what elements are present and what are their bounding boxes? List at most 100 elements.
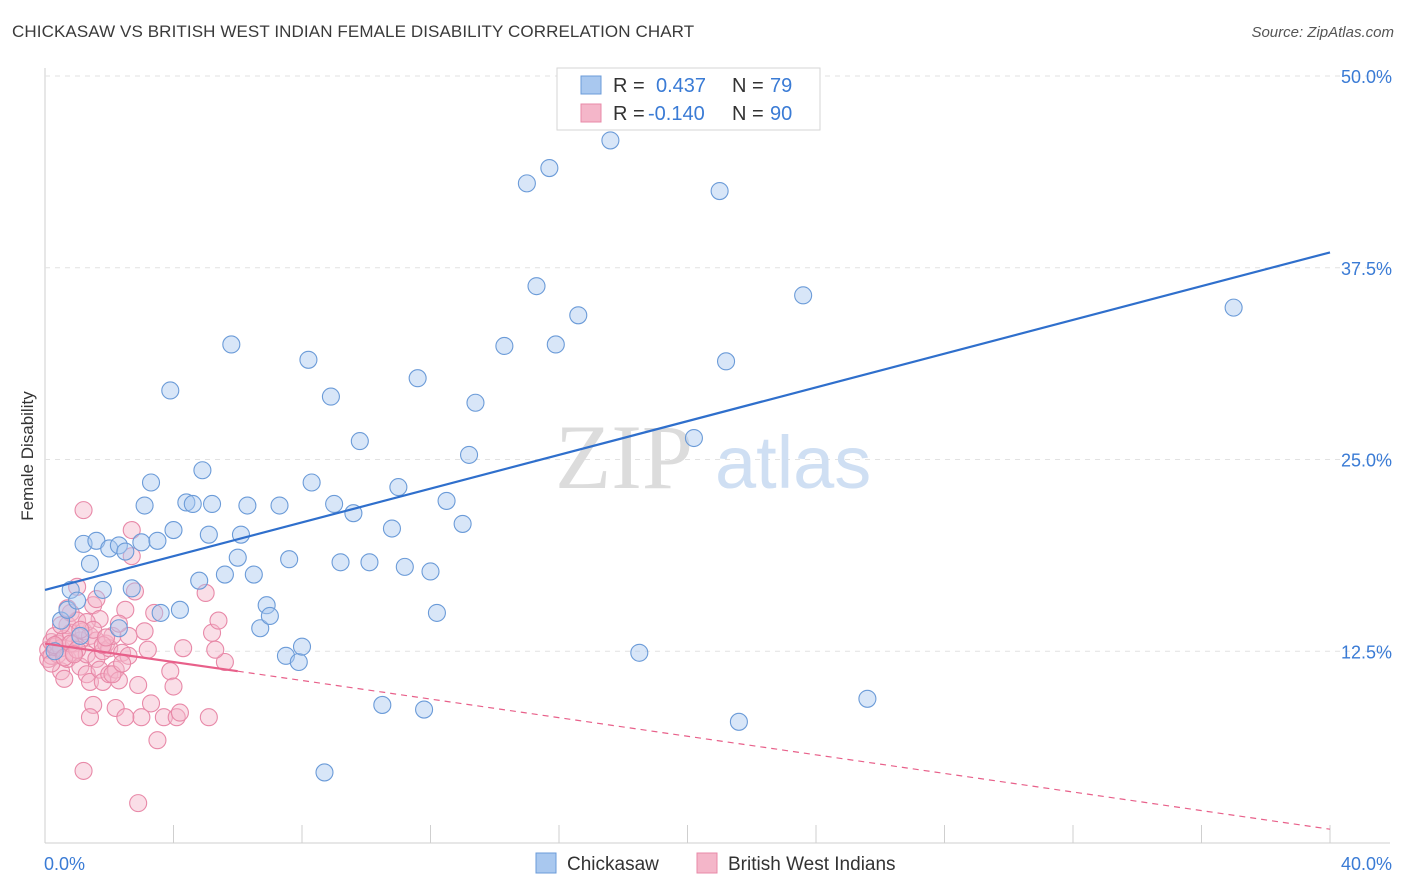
chickasaw-point xyxy=(569,306,588,325)
bwi-point xyxy=(80,708,100,727)
x-ticks xyxy=(44,825,1331,843)
legend-n-label-chickasaw: N = xyxy=(732,75,764,97)
bwi-point xyxy=(96,628,116,647)
chickasaw-point xyxy=(315,763,334,782)
bwi-point xyxy=(141,694,161,713)
bwi-point xyxy=(129,675,148,695)
chickasaw-point xyxy=(437,491,456,510)
bwi-point xyxy=(125,582,144,601)
bottom-legend-swatch-bwi xyxy=(696,852,718,874)
chickasaw-point xyxy=(389,478,408,497)
chickasaw-point xyxy=(71,626,90,645)
bwi-point xyxy=(138,640,157,659)
chickasaw-points xyxy=(45,131,1243,782)
legend-n-label-bwi: N = xyxy=(732,103,764,125)
chickasaw-point xyxy=(215,565,234,584)
chickasaw-point xyxy=(299,350,318,369)
source-label: Source: ZipAtlas.com xyxy=(1251,24,1394,41)
chickasaw-point xyxy=(190,571,209,590)
chickasaw-point xyxy=(540,158,559,178)
chickasaw-point xyxy=(360,553,379,572)
y-tick-label: 37.5% xyxy=(1341,259,1392,279)
chickasaw-point xyxy=(716,352,736,371)
chickasaw-point xyxy=(373,695,392,714)
chickasaw-point xyxy=(61,580,80,599)
chickasaw-point xyxy=(116,542,135,561)
chickasaw-point xyxy=(257,596,276,615)
chickasaw-trend-line xyxy=(44,251,1331,591)
chickasaw-point xyxy=(395,557,414,576)
bwi-point xyxy=(129,794,148,813)
chickasaw-point xyxy=(331,553,350,572)
chickasaw-point xyxy=(68,591,87,610)
chickasaw-point xyxy=(710,182,729,201)
y-tick-label: 25.0% xyxy=(1341,451,1392,471)
chickasaw-point xyxy=(517,174,536,193)
legend-r-label-chickasaw: R = xyxy=(613,75,645,97)
chickasaw-point xyxy=(122,579,141,598)
chickasaw-point xyxy=(193,461,212,480)
chickasaw-point xyxy=(132,533,151,552)
bwi-point xyxy=(74,501,93,520)
bwi-point xyxy=(87,590,106,609)
chickasaw-point xyxy=(546,335,565,354)
bwi-point xyxy=(109,614,128,633)
chickasaw-point xyxy=(794,286,813,305)
chickasaw-point xyxy=(427,603,446,622)
x-tick-label-min: 0.0% xyxy=(44,854,85,874)
bwi-point xyxy=(52,616,71,635)
chickasaw-point xyxy=(325,494,344,514)
bwi-point xyxy=(215,652,234,672)
bwi-point xyxy=(161,662,180,681)
bwi-points xyxy=(39,501,234,813)
y-tick-label: 50.0% xyxy=(1341,67,1392,87)
chickasaw-point xyxy=(177,493,196,512)
chickasaw-point xyxy=(527,277,546,296)
bwi-point xyxy=(164,677,183,696)
chickasaw-point xyxy=(183,494,202,514)
bwi-point xyxy=(206,640,225,659)
bwi-point xyxy=(106,698,125,718)
bwi-point xyxy=(64,645,83,664)
chart-title: CHICKASAW VS BRITISH WEST INDIAN FEMALE … xyxy=(12,22,695,41)
chickasaw-point xyxy=(415,700,434,719)
chickasaw-point xyxy=(251,619,270,638)
y-tick-labels: 12.5% 25.0% 37.5% 50.0% xyxy=(1341,67,1392,662)
chickasaw-point xyxy=(350,432,369,451)
chickasaw-point xyxy=(148,531,167,550)
chickasaw-point xyxy=(289,652,308,672)
chickasaw-point xyxy=(164,521,183,540)
bwi-point xyxy=(170,703,189,722)
chickasaw-point xyxy=(270,496,289,515)
watermark-atlas: atlas xyxy=(715,421,871,504)
legend-r-value-chickasaw: 0.437 xyxy=(656,75,706,97)
chickasaw-point xyxy=(630,643,649,662)
chickasaw-point xyxy=(408,369,427,388)
legend-box: R = 0.437 N = 79 R = -0.140 N = 90 xyxy=(556,67,821,131)
bwi-point xyxy=(122,521,141,540)
bwi-point xyxy=(74,761,93,780)
bwi-point xyxy=(80,672,100,691)
chickasaw-point xyxy=(238,496,257,515)
chickasaw-point xyxy=(52,611,71,630)
bwi-point xyxy=(132,708,151,727)
chickasaw-point xyxy=(80,554,100,573)
chickasaw-point xyxy=(382,519,402,538)
y-tick-label: 12.5% xyxy=(1341,642,1392,662)
bwi-point xyxy=(71,620,90,639)
bwi-trend-extension xyxy=(237,670,1331,830)
chickasaw-point xyxy=(495,336,514,356)
chickasaw-point xyxy=(729,712,748,731)
watermark-zip: ZIP xyxy=(555,406,693,508)
chickasaw-point xyxy=(244,565,263,584)
chickasaw-point xyxy=(151,603,170,622)
chickasaw-point xyxy=(466,393,485,412)
bwi-point xyxy=(148,731,167,750)
chickasaw-point xyxy=(161,381,180,400)
chickasaw-point xyxy=(58,600,77,619)
legend-n-value-chickasaw: 79 xyxy=(770,75,792,97)
bwi-point xyxy=(209,611,228,630)
chickasaw-point xyxy=(453,514,472,533)
bwi-point xyxy=(55,669,74,688)
